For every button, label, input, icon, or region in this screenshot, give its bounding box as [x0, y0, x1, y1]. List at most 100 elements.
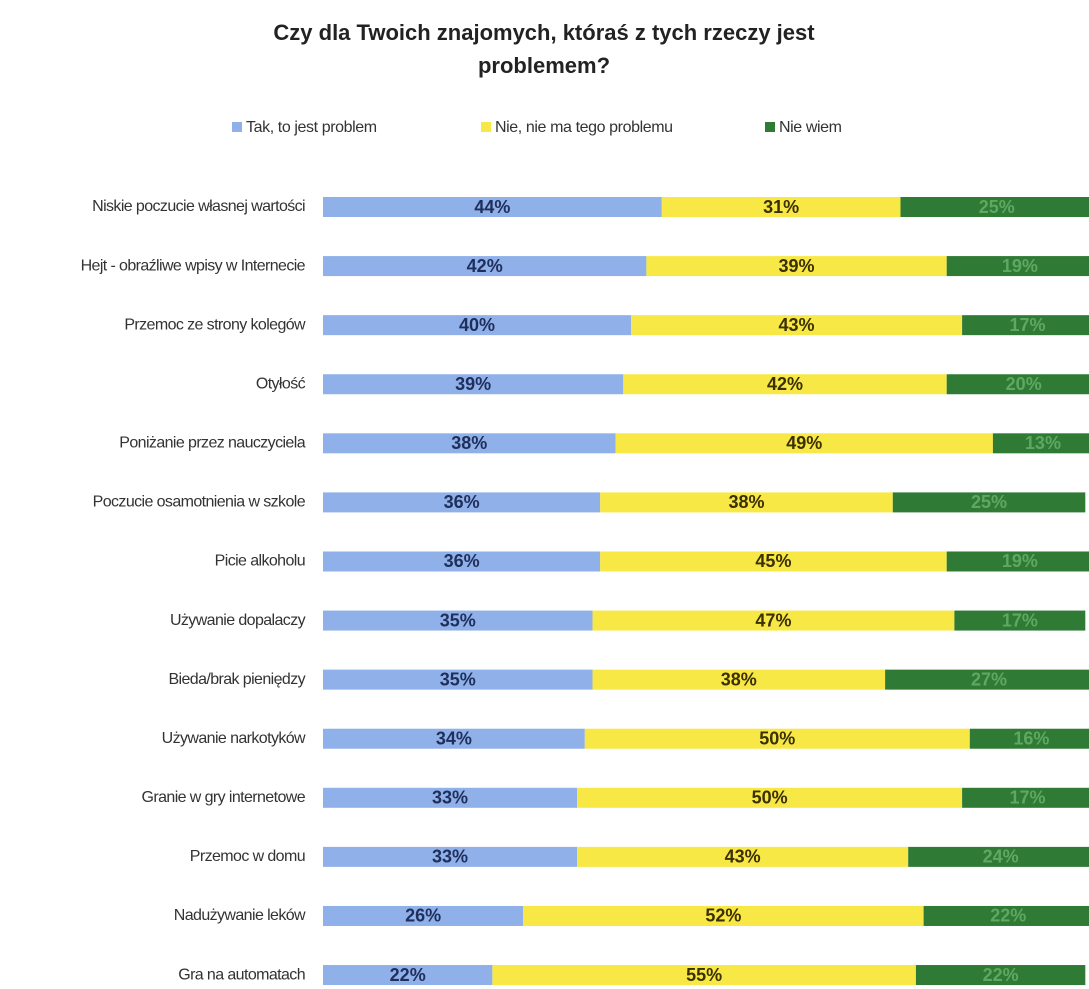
data-label: 24% [983, 847, 1019, 867]
data-label: 35% [440, 669, 476, 689]
bar-segment [323, 787, 578, 808]
data-label: 25% [971, 492, 1007, 512]
data-label: 52% [705, 906, 741, 926]
data-label: 17% [1010, 315, 1046, 335]
bar-segment [592, 669, 886, 690]
bar-segment [323, 433, 616, 454]
data-label: 19% [1002, 551, 1038, 571]
bar-segment [661, 197, 901, 217]
bar-segment [323, 905, 524, 926]
bar-segment [615, 433, 993, 454]
bar-segment [600, 551, 947, 572]
bar-segment [584, 728, 970, 749]
data-label: 50% [759, 728, 795, 748]
data-label: 22% [983, 965, 1019, 985]
data-label: 31% [763, 197, 799, 217]
bar-segment [900, 197, 1089, 217]
bar-segment [323, 846, 578, 867]
category-label: Używanie narkotyków [162, 730, 306, 747]
bar-segment [323, 492, 601, 513]
data-label: 39% [455, 374, 491, 394]
bar-segment [600, 492, 893, 513]
data-label: 33% [432, 847, 468, 867]
category-label: Granie w gry internetowe [142, 789, 306, 806]
data-label: 49% [786, 433, 822, 453]
category-label: Bieda/brak pieniędzy [168, 671, 305, 688]
bar-segment [323, 551, 601, 572]
chart-title: Czy dla Twoich znajomych, któraś z tych … [273, 20, 815, 78]
data-label: 43% [779, 315, 815, 335]
category-label: Otyłość [256, 375, 306, 392]
bar-segment [323, 728, 585, 749]
bar-segment [323, 315, 631, 336]
data-label: 50% [752, 788, 788, 808]
bar-segment [323, 374, 624, 395]
data-label: 13% [1025, 433, 1061, 453]
data-label: 20% [1006, 374, 1042, 394]
legend-label: Nie wiem [779, 119, 842, 136]
category-label: Gra na automatach [178, 966, 305, 983]
category-label: Przemoc ze strony kolegów [124, 316, 306, 333]
data-label: 40% [459, 315, 495, 335]
bar-segment [523, 905, 924, 926]
data-label: 17% [1002, 610, 1038, 630]
bar-segment [908, 846, 1089, 867]
data-label: 47% [755, 610, 791, 630]
bar-segment [954, 610, 1086, 631]
bar-segment [577, 846, 909, 867]
bar-segment [969, 728, 1089, 749]
data-label: 33% [432, 788, 468, 808]
category-label: Nadużywanie leków [174, 907, 306, 924]
data-label: 27% [971, 669, 1007, 689]
bar-segment [323, 669, 593, 690]
data-label: 19% [1002, 256, 1038, 276]
data-label: 36% [444, 492, 480, 512]
bar-segment [946, 551, 1089, 572]
category-label: Picie alkoholu [215, 553, 305, 570]
bar-segment [992, 433, 1089, 454]
category-label: Hejt - obraźliwe wpisy w Internecie [81, 257, 306, 274]
data-label: 22% [990, 906, 1026, 926]
data-label: 45% [755, 551, 791, 571]
legend-label: Nie, nie ma tego problemu [495, 119, 673, 136]
legend-swatch [481, 122, 491, 132]
data-label: 38% [451, 433, 487, 453]
data-label: 22% [390, 965, 426, 985]
bar-segment [946, 374, 1089, 395]
bar-segment [962, 787, 1089, 808]
category-label: Poniżanie przez nauczyciela [119, 435, 305, 452]
bar-segment [623, 374, 947, 395]
data-label: 25% [979, 197, 1015, 217]
legend-label: Tak, to jest problem [246, 119, 377, 136]
category-label: Poczucie osamotnienia w szkole [93, 494, 306, 511]
data-label: 17% [1010, 788, 1046, 808]
data-label: 34% [436, 728, 472, 748]
data-label: 42% [467, 256, 503, 276]
data-label: 44% [474, 197, 510, 217]
bar-segment [592, 610, 955, 631]
bar-segment [323, 610, 593, 631]
bar-segment [323, 197, 662, 217]
data-label: 38% [728, 492, 764, 512]
bar-segment [915, 965, 1086, 986]
bar-segment [885, 669, 1089, 690]
bar-segment [962, 315, 1089, 336]
data-label: 43% [725, 847, 761, 867]
bar-segment [631, 315, 963, 336]
data-label: 35% [440, 610, 476, 630]
data-label: 55% [686, 965, 722, 985]
legend-swatch [232, 122, 242, 132]
data-label: 16% [1013, 728, 1049, 748]
bar-segment [323, 965, 493, 986]
data-label: 26% [405, 906, 441, 926]
legend-swatch [765, 122, 775, 132]
data-label: 36% [444, 551, 480, 571]
bar-segment [892, 492, 1086, 513]
category-label: Niskie poczucie własnej wartości [92, 198, 305, 215]
data-label: 39% [779, 256, 815, 276]
bar-segment [946, 256, 1089, 277]
bar-segment [646, 256, 947, 277]
data-label: 42% [767, 374, 803, 394]
